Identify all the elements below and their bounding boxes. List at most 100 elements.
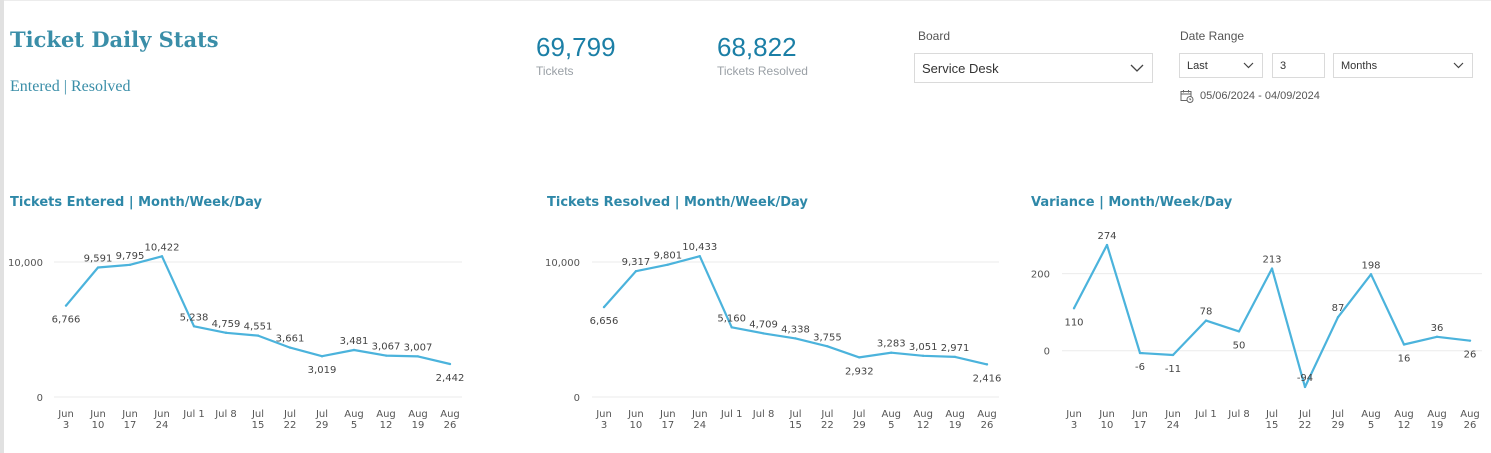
data-point: [1270, 267, 1274, 270]
x-tick-label: Jun 24: [691, 409, 708, 431]
y-tick-label: 0: [1044, 347, 1050, 358]
kpi-tickets-card: 69,799 Tickets: [536, 32, 616, 78]
data-label: 3,019: [308, 365, 337, 376]
data-point: [921, 354, 925, 358]
data-label: 16: [1398, 354, 1411, 365]
x-tick-label: Aug 19: [945, 409, 965, 431]
data-point: [448, 362, 452, 366]
data-label: 4,338: [781, 324, 810, 335]
data-label: 6,656: [590, 316, 619, 327]
data-point: [634, 270, 638, 273]
x-tick-label: Jun 10: [1098, 409, 1115, 431]
data-point: [1138, 351, 1142, 355]
x-tick-label: Jul 1: [1194, 409, 1217, 420]
data-point: [1072, 307, 1076, 310]
data-point: [224, 331, 228, 334]
data-label: 26: [1464, 350, 1477, 361]
data-point: [1369, 273, 1373, 276]
period-select[interactable]: Last: [1179, 53, 1263, 78]
data-label: 2,416: [973, 373, 1002, 384]
data-point: [666, 263, 670, 266]
x-tick-label: Jul 29: [1331, 409, 1344, 431]
date-range-label: Date Range: [1180, 29, 1245, 43]
data-point: [1204, 319, 1208, 322]
data-point: [416, 355, 420, 358]
data-label: 4,551: [244, 322, 273, 333]
data-point: [96, 266, 100, 269]
x-tick-label: Jul 29: [315, 409, 328, 431]
x-tick-label: Aug 12: [1394, 409, 1414, 431]
data-point: [64, 304, 68, 307]
data-point: [826, 345, 829, 348]
data-point: [1468, 339, 1472, 342]
data-point: [794, 337, 797, 340]
x-tick-label: Aug 26: [440, 409, 460, 431]
x-tick-label: Jul 22: [820, 409, 833, 431]
data-point: [762, 332, 765, 335]
x-tick-label: Jul 15: [788, 409, 801, 431]
data-label: 3,755: [813, 332, 842, 343]
data-label: 3,067: [372, 342, 401, 353]
x-tick-label: Jul 15: [251, 409, 264, 431]
x-tick-label: Jun 24: [153, 409, 170, 431]
chart-title-variance: Variance | Month/Week/Day: [1031, 195, 1233, 210]
tickets-entered-chart: 0 10,000 Jun 3 Jun 10 Jun 17 Jun 24 Jul 1 Jul 8 Jul 1…: [8, 242, 464, 431]
date-range-display: 05/06/2024 - 04/09/2024: [1180, 89, 1320, 103]
x-tick-label: Jul 22: [1298, 409, 1311, 431]
kpi-tickets-label: Tickets: [536, 64, 574, 78]
data-point: [602, 305, 606, 309]
data-point: [160, 255, 164, 258]
series-line: [1073, 243, 1471, 389]
data-label: 78: [1200, 307, 1213, 318]
data-point: [1303, 385, 1307, 389]
data-label: 36: [1431, 323, 1444, 334]
data-label: -11: [1165, 364, 1181, 375]
data-point: [320, 355, 324, 358]
data-point: [128, 263, 132, 266]
data-label: 274: [1097, 231, 1116, 242]
period-select-value: Last: [1187, 59, 1208, 72]
x-tick-label: Jun 17: [659, 409, 676, 431]
data-label: 9,795: [116, 251, 145, 262]
x-tick-label: Jul 22: [283, 409, 296, 431]
data-point: [384, 354, 388, 357]
y-tick-label: 10,000: [8, 258, 43, 269]
data-point: [890, 351, 893, 354]
unit-select-value: Months: [1341, 59, 1378, 72]
data-label: 3,007: [404, 342, 433, 353]
data-label: 4,709: [749, 319, 778, 330]
data-point: [858, 356, 861, 359]
y-tick-label: 0: [37, 393, 43, 404]
board-label: Board: [918, 29, 951, 43]
data-label: 198: [1361, 260, 1380, 271]
x-tick-label: Jul 29: [852, 409, 865, 431]
left-border: [0, 0, 4, 453]
x-tick-label: Aug 19: [408, 409, 428, 431]
data-point: [192, 325, 196, 328]
data-label: -6: [1135, 362, 1145, 373]
data-label: 213: [1262, 255, 1281, 266]
count-input[interactable]: 3: [1272, 53, 1325, 78]
x-tick-label: Jul 1: [182, 409, 205, 420]
chevron-down-icon: [1453, 62, 1464, 69]
date-range-text: 05/06/2024 - 04/09/2024: [1200, 90, 1320, 102]
data-point: [1435, 335, 1439, 339]
data-label: 9,317: [622, 257, 651, 268]
board-select[interactable]: Service Desk: [914, 53, 1153, 83]
x-tick-label: Aug 5: [1361, 409, 1381, 431]
data-point: [1105, 243, 1109, 247]
data-label: 3,661: [276, 334, 305, 345]
x-tick-label: Jul 8: [1227, 409, 1250, 420]
chart-title-entered: Tickets Entered | Month/Week/Day: [10, 195, 263, 210]
data-label: 5,238: [180, 312, 209, 323]
data-label: 2,932: [845, 366, 874, 377]
unit-select[interactable]: Months: [1333, 53, 1473, 78]
data-label: 10,433: [682, 242, 717, 253]
data-point: [1336, 315, 1340, 319]
board-select-value: Service Desk: [922, 60, 999, 76]
x-tick-label: Jun 3: [1065, 409, 1082, 431]
x-tick-label: Aug 5: [881, 409, 901, 431]
y-tick-label: 10,000: [545, 258, 580, 269]
variance-chart: 0 200 Jun 3 Jun 10 Jun 17 Jun 24 Jul 1 Jul 8 Jul 15 Ju…: [1031, 231, 1482, 431]
count-input-value: 3: [1280, 59, 1287, 72]
